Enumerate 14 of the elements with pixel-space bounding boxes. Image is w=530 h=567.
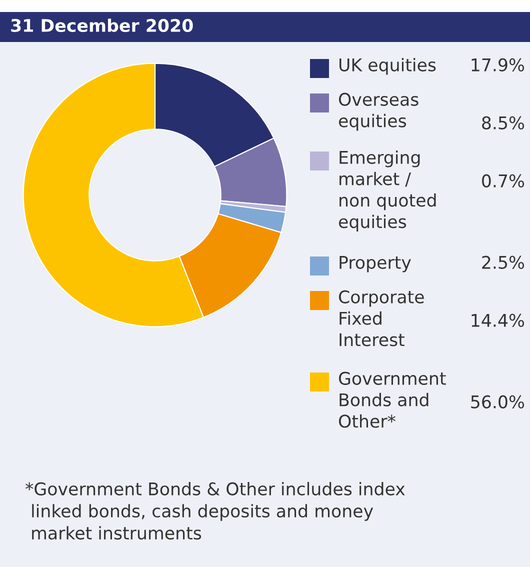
data-label: 56.0% bbox=[471, 395, 524, 408]
legend-label: UK equities bbox=[340, 58, 436, 75]
data-label: 14.4% bbox=[472, 314, 524, 327]
chart-title: 31 December 2020 bbox=[11, 18, 193, 32]
legend-label: Government Bonds and Other* bbox=[338, 372, 446, 428]
data-label: 17.9% bbox=[472, 58, 524, 72]
legend-label: Overseas equities bbox=[338, 92, 418, 131]
data-label: 0.7% bbox=[482, 174, 524, 188]
legend-label: Corporate Fixed Interest bbox=[338, 290, 424, 346]
text: *Government Bonds & Other includes index linked bonds, cash deposits and money market instruments bbox=[26, 482, 405, 540]
legend-label: Property bbox=[340, 256, 411, 272]
legend-label: Emerging market / non quoted equities bbox=[338, 150, 436, 232]
data-label: 8.5% bbox=[482, 116, 524, 130]
data-label: 2.5% bbox=[482, 256, 524, 269]
